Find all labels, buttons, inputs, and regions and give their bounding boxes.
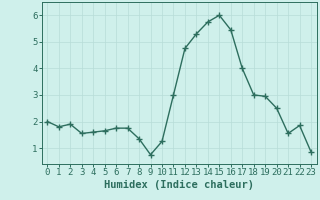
X-axis label: Humidex (Indice chaleur): Humidex (Indice chaleur)	[104, 180, 254, 190]
